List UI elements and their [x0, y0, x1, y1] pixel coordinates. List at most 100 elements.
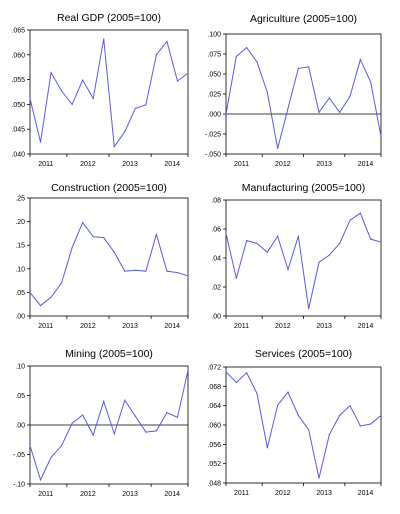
y-tick-label: .055	[11, 77, 25, 84]
y-tick-label: .08	[211, 198, 221, 205]
data-point	[287, 107, 289, 109]
chart-panel-5: Mining (2005=100) -.10 -.05 .00 .05 .10 2011 20…	[13, 348, 189, 498]
series-line	[29, 38, 189, 148]
x-tick-label: 2012	[80, 323, 96, 330]
data-point	[134, 107, 136, 109]
data-point	[145, 270, 147, 272]
data-point	[225, 232, 227, 234]
data-point	[256, 242, 258, 245]
data-point	[246, 240, 248, 242]
y-tick-label: .00	[211, 314, 221, 321]
data-point	[318, 477, 320, 479]
data-point	[166, 40, 168, 43]
data-point	[380, 135, 382, 137]
data-point	[61, 90, 63, 92]
data-point	[103, 38, 105, 40]
data-point	[328, 254, 330, 256]
data-point	[370, 238, 372, 240]
data-point	[39, 479, 42, 481]
data-point	[39, 305, 42, 307]
data-point	[277, 235, 279, 237]
series-line	[225, 212, 382, 309]
data-point	[370, 81, 372, 83]
chart-title: Mining (2005=100)	[65, 348, 153, 360]
data-point	[380, 414, 382, 416]
data-point	[256, 392, 258, 395]
data-point	[166, 270, 168, 272]
data-point	[39, 141, 42, 143]
data-point	[297, 235, 299, 237]
data-point	[92, 434, 94, 436]
x-tick-label: 2011	[234, 161, 249, 168]
data-point	[318, 261, 320, 263]
series-line	[29, 370, 189, 482]
x-tick-label: 2011	[38, 323, 53, 330]
y-tick-label: .20	[15, 219, 25, 226]
y-tick-label: .060	[207, 423, 221, 430]
data-point	[113, 433, 115, 435]
chart-panel-2: Agriculture (2005=100) -.050 -.025 .000 .025…	[205, 13, 382, 168]
chart-title: Agriculture (2005=100)	[250, 13, 357, 25]
y-tick-label: .02	[211, 285, 221, 292]
y-tick-label: .045	[11, 127, 25, 134]
data-point	[328, 97, 330, 99]
data-point	[82, 414, 84, 416]
y-tick-label: .05	[15, 290, 25, 297]
data-point	[71, 422, 73, 424]
data-point	[176, 416, 179, 418]
data-point	[266, 91, 268, 93]
x-tick-label: 2013	[316, 161, 332, 168]
y-tick-label: .00	[15, 314, 25, 321]
x-tick-label: 2011	[38, 161, 53, 168]
data-point	[29, 445, 31, 447]
data-point	[308, 308, 310, 310]
data-point	[155, 233, 157, 235]
y-tick-label: .06	[211, 227, 221, 234]
data-point	[328, 434, 330, 436]
data-point	[176, 271, 179, 274]
data-point	[187, 275, 189, 277]
data-point	[103, 400, 105, 402]
data-point	[308, 66, 310, 68]
data-point	[29, 291, 31, 293]
y-tick-label: .15	[15, 243, 25, 250]
y-tick-label: .10	[15, 266, 25, 273]
data-point	[370, 423, 372, 425]
series-line	[225, 371, 382, 479]
data-point	[308, 429, 310, 431]
y-tick-label: .00	[15, 423, 25, 430]
data-point	[124, 131, 126, 133]
data-point	[166, 412, 168, 414]
data-point	[50, 296, 52, 298]
x-tick-label: 2014	[358, 323, 374, 330]
y-tick-label: -.050	[205, 152, 221, 159]
y-tick-label: .025	[207, 92, 221, 99]
data-point	[71, 103, 73, 105]
data-point	[82, 79, 84, 81]
data-point	[176, 80, 179, 82]
chart-title: Manufacturing (2005=100)	[242, 182, 365, 194]
data-point	[277, 147, 279, 149]
y-tick-label: -.025	[205, 132, 221, 139]
y-tick-label: .25	[15, 196, 25, 203]
data-point	[92, 97, 94, 100]
y-tick-label: .052	[207, 461, 221, 468]
data-point	[124, 270, 126, 272]
data-point	[61, 445, 63, 447]
data-point	[277, 404, 279, 406]
x-tick-label: 2012	[275, 323, 291, 330]
data-point	[349, 405, 351, 407]
data-point	[71, 246, 73, 249]
data-point	[134, 415, 136, 417]
y-tick-label: .040	[11, 152, 25, 159]
x-tick-label: 2014	[164, 161, 180, 168]
data-point	[103, 237, 105, 239]
x-tick-label: 2013	[316, 490, 332, 497]
data-point	[124, 399, 126, 401]
y-tick-label: .075	[207, 52, 221, 59]
x-tick-label: 2014	[358, 490, 374, 497]
data-point	[380, 241, 382, 243]
x-tick-label: 2014	[358, 161, 374, 168]
